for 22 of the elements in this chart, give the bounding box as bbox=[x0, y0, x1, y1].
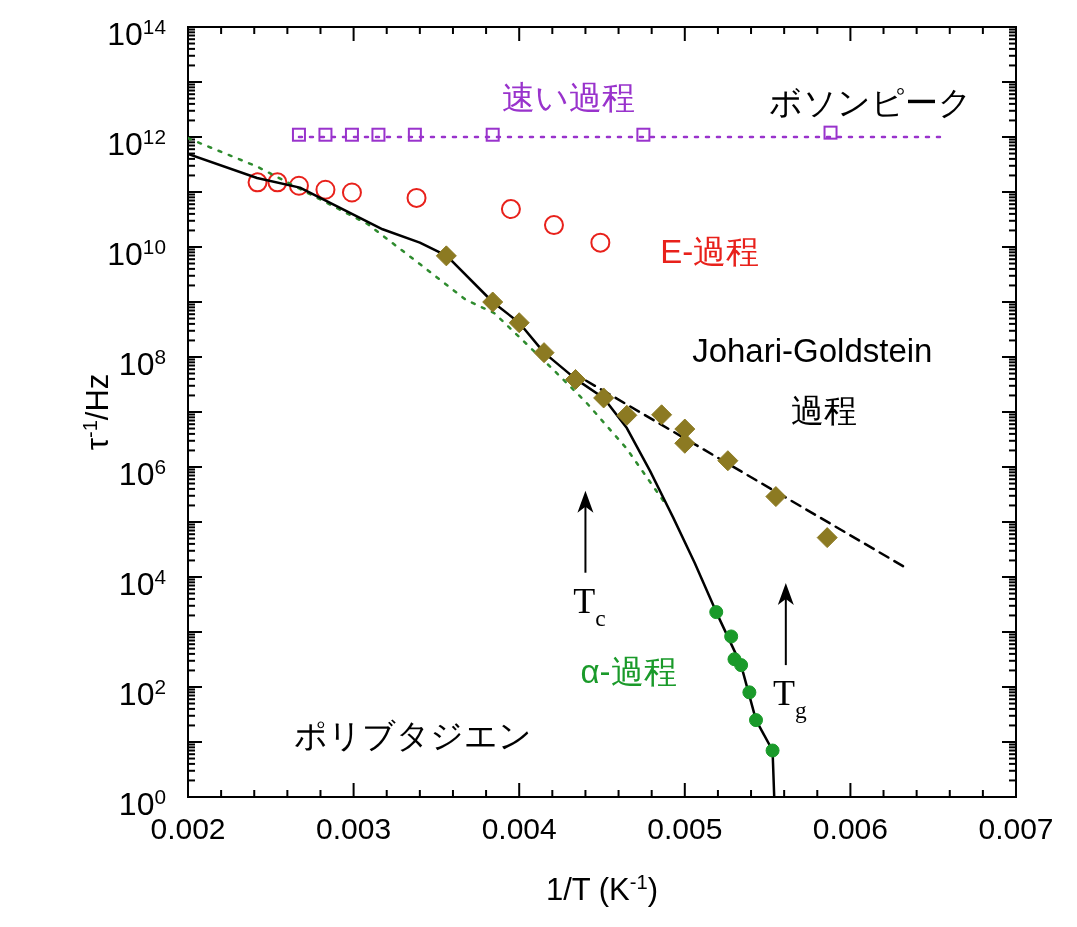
x-axis-title: 1/T (K$^{-1}$) bbox=[545, 871, 659, 907]
y-tick-label: 10$^{10}$ bbox=[107, 234, 166, 272]
annotation: 過程 bbox=[790, 391, 857, 429]
series-label: α-過程 bbox=[580, 652, 677, 690]
y-tick-label: 10$^{2}$ bbox=[118, 674, 166, 712]
annotation: T$_{c}$ bbox=[573, 580, 606, 631]
annotation: T$_{g}$ bbox=[772, 673, 807, 724]
x-tick-label: 0.003 bbox=[316, 812, 392, 845]
annotation: Johari-Goldstein bbox=[692, 331, 933, 369]
y-tick-label: 10$^{14}$ bbox=[107, 14, 166, 52]
y-tick-label: 10$^{4}$ bbox=[118, 564, 166, 602]
x-tick-label: 0.005 bbox=[647, 812, 723, 845]
annotation: ボソンピーク bbox=[768, 83, 972, 121]
annotation: ポリブタジエン bbox=[294, 716, 533, 754]
series-label: 速い過程 bbox=[502, 78, 636, 116]
series-label: E-過程 bbox=[660, 233, 760, 271]
y-tick-label: 10$^{8}$ bbox=[118, 344, 166, 382]
x-tick-label: 0.006 bbox=[812, 812, 888, 845]
y-tick-label: 10$^{6}$ bbox=[118, 454, 166, 492]
x-tick-label: 0.004 bbox=[481, 812, 557, 845]
y-tick-label: 10$^{12}$ bbox=[107, 124, 166, 162]
x-tick-label: 0.007 bbox=[978, 812, 1054, 845]
